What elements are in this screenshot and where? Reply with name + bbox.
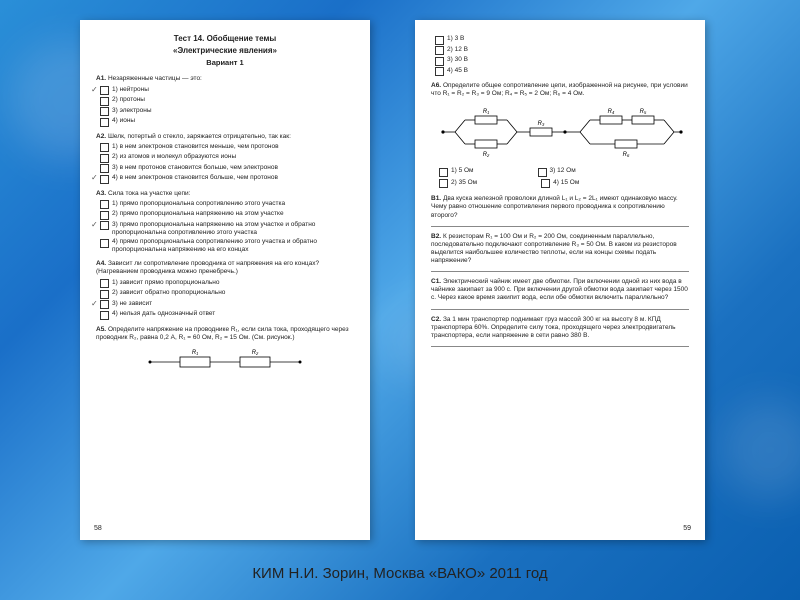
question-c2: С2. За 1 мин транспортер поднимает груз …: [431, 316, 689, 340]
question-a1: А1. Незаряженные частицы — это:: [96, 75, 354, 83]
option: 2) из атомов и молекул образуются ионы: [100, 153, 354, 163]
question-a5: А5. Определите напряжение на проводнике …: [96, 326, 354, 342]
circuit-diagram-a5: R₁ R₂: [145, 348, 305, 376]
question-a4: А4. Зависит ли сопротивление проводника …: [96, 260, 354, 276]
svg-text:R₃: R₃: [538, 121, 545, 127]
option: 2) протоны: [100, 96, 354, 106]
option: ✓3) прямо пропорциональна напряжению на …: [100, 221, 354, 237]
variant-label: Вариант 1: [96, 58, 354, 67]
answer-line: [431, 226, 689, 227]
test-title-2: «Электрические явления»: [96, 46, 354, 56]
page-number: 59: [683, 525, 691, 534]
right-page: 1) 3 В 2) 12 В 3) 30 В 4) 45 В А6. Опред…: [415, 20, 705, 540]
test-title-1: Тест 14. Обобщение темы: [96, 34, 354, 44]
option: ✓3) не зависит: [100, 300, 354, 310]
option-row: 2) 35 Ом 4) 15 Ом: [435, 178, 689, 190]
option: 2) 12 В: [435, 46, 689, 56]
option: 1) в нем электронов становится меньше, ч…: [100, 143, 354, 153]
left-page: Тест 14. Обобщение темы «Электрические я…: [80, 20, 370, 540]
question-b1: В1. Два куска железной проволоки длиной …: [431, 195, 689, 219]
option-row: 1) 5 Ом 3) 12 Ом: [435, 166, 689, 178]
svg-text:R₄: R₄: [608, 109, 615, 115]
answer-line: [431, 346, 689, 347]
option: ✓4) в нем электронов становится больше, …: [100, 174, 354, 184]
question-c1: С1. Электрический чайник имеет две обмот…: [431, 278, 689, 302]
option: 1) 3 В: [435, 35, 689, 45]
option: ✓1) нейтроны: [100, 86, 354, 96]
option: 2) прямо пропорциональна напряжению на э…: [100, 210, 354, 220]
question-a2: А2. Шелк, потертый о стекло, заряжается …: [96, 133, 354, 141]
option: 1) прямо пропорциональна сопротивлению э…: [100, 200, 354, 210]
option: 3) в нем протонов становится больше, чем…: [100, 164, 354, 174]
footer-citation: КИМ Н.И. Зорин, Москва «ВАКО» 2011 год: [0, 565, 800, 582]
option: 2) зависит обратно пропорционально: [100, 289, 354, 299]
svg-text:R₆: R₆: [623, 152, 630, 158]
option: 4) ионы: [100, 117, 354, 127]
option: 4) 45 В: [435, 67, 689, 77]
question-a3: А3. Сила тока на участке цепи:: [96, 190, 354, 198]
question-b2: В2. К резисторам R₁ = 100 Ом и R₂ = 200 …: [431, 233, 689, 266]
page-number: 58: [94, 525, 102, 534]
option: 3) электроны: [100, 107, 354, 117]
svg-text:R₁: R₁: [192, 350, 198, 356]
svg-text:R₅: R₅: [640, 109, 647, 115]
answer-line: [431, 309, 689, 310]
option: 4) прямо пропорциональна сопротивлению э…: [100, 238, 354, 254]
option: 4) нельзя дать однозначный ответ: [100, 310, 354, 320]
option: 3) 30 В: [435, 56, 689, 66]
circuit-diagram-a6: R₁ R₂ R₃ R₄ R₅ R: [435, 104, 685, 160]
question-a6: А6. Определите общее сопротивление цепи,…: [431, 82, 689, 98]
svg-text:R₂: R₂: [483, 152, 490, 158]
answer-line: [431, 271, 689, 272]
option: 1) зависит прямо пропорционально: [100, 279, 354, 289]
svg-text:R₂: R₂: [252, 350, 259, 356]
svg-text:R₁: R₁: [483, 109, 489, 115]
